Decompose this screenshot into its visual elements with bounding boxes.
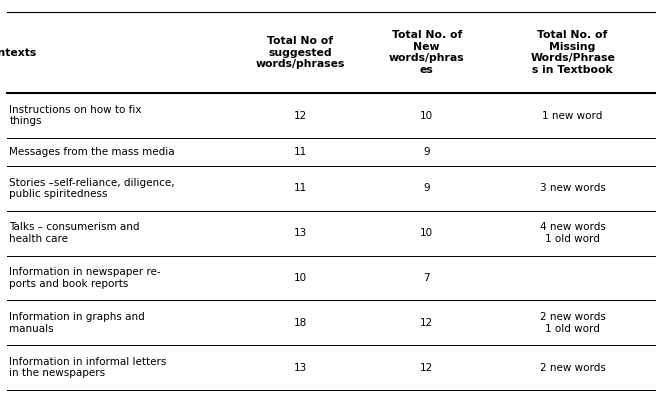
Text: 12: 12 <box>420 363 434 373</box>
Text: 9: 9 <box>424 183 430 193</box>
Text: 2 new words: 2 new words <box>540 363 606 373</box>
Text: Information in newspaper re-
ports and book reports: Information in newspaper re- ports and b… <box>9 267 161 289</box>
Text: Contexts: Contexts <box>0 48 37 58</box>
Text: Talks – consumerism and
health care: Talks – consumerism and health care <box>9 222 140 244</box>
Text: 13: 13 <box>293 363 307 373</box>
Text: Stories –self-reliance, diligence,
public spiritedness: Stories –self-reliance, diligence, publi… <box>9 178 175 199</box>
Text: Messages from the mass media: Messages from the mass media <box>9 147 175 157</box>
Text: 1 new word: 1 new word <box>542 111 603 121</box>
Text: 11: 11 <box>293 147 307 157</box>
Text: Information in informal letters
in the newspapers: Information in informal letters in the n… <box>9 357 167 378</box>
Text: 10: 10 <box>420 111 433 121</box>
Text: 12: 12 <box>293 111 307 121</box>
Text: Total No. of
Missing
Words/Phrase
s in Textbook: Total No. of Missing Words/Phrase s in T… <box>530 30 615 75</box>
Text: 9: 9 <box>424 147 430 157</box>
Text: 3 new words: 3 new words <box>540 183 606 193</box>
Text: Total No of
suggested
words/phrases: Total No of suggested words/phrases <box>256 36 345 69</box>
Text: 11: 11 <box>293 183 307 193</box>
Text: 10: 10 <box>420 228 433 238</box>
Text: 18: 18 <box>293 318 307 328</box>
Text: Instructions on how to fix
things: Instructions on how to fix things <box>9 105 142 127</box>
Text: 12: 12 <box>420 318 434 328</box>
Text: 13: 13 <box>293 228 307 238</box>
Text: Total No. of
New
words/phras
es: Total No. of New words/phras es <box>389 30 465 75</box>
Text: 2 new words
1 old word: 2 new words 1 old word <box>540 312 606 334</box>
Text: Information in graphs and
manuals: Information in graphs and manuals <box>9 312 145 334</box>
Text: 4 new words
1 old word: 4 new words 1 old word <box>540 222 606 244</box>
Text: 10: 10 <box>294 273 307 283</box>
Text: 7: 7 <box>424 273 430 283</box>
